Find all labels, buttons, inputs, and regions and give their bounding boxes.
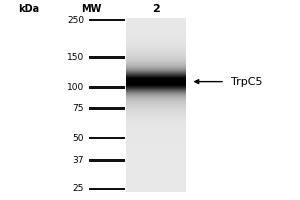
Bar (88, 159, 124, 162)
Text: 100: 100 (67, 83, 84, 92)
Bar (126, 18, 186, 192)
Text: 37: 37 (73, 156, 84, 165)
Text: 2: 2 (152, 4, 160, 14)
Bar (88, 107, 124, 110)
Bar (88, 56, 124, 59)
Text: kDa: kDa (18, 4, 39, 14)
Text: 75: 75 (73, 104, 84, 113)
Text: 250: 250 (67, 16, 84, 25)
Bar (88, 19, 124, 21)
Text: 150: 150 (67, 53, 84, 62)
Bar (88, 137, 124, 139)
Text: MW: MW (81, 4, 102, 14)
Text: 25: 25 (73, 184, 84, 193)
Bar (88, 188, 124, 190)
Text: 50: 50 (73, 134, 84, 143)
Text: TrpC5: TrpC5 (231, 77, 262, 87)
Bar (88, 86, 124, 89)
